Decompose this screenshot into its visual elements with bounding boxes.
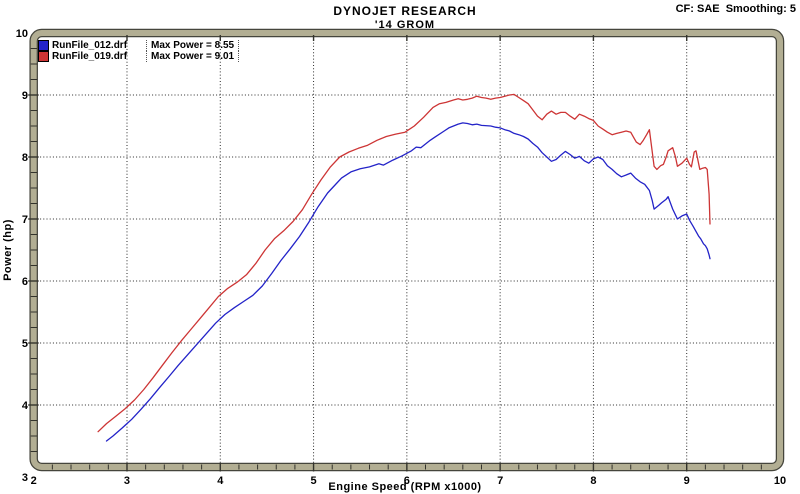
grid-layer: [36, 36, 777, 464]
power-curve-0: [105, 122, 711, 442]
x-tick-label: 10: [773, 475, 787, 487]
curves-layer: [97, 93, 711, 442]
x-tick-label: 7: [497, 475, 504, 487]
series-color-swatch-icon: [38, 40, 49, 51]
series-color-swatch-icon: [38, 51, 49, 62]
x-tick-label: 9: [683, 475, 690, 487]
chart-subtitle: '14 GROM: [374, 19, 436, 31]
y-axis-label: Power (hp): [2, 219, 14, 281]
series-max-power: Max Power = 9.01: [147, 51, 240, 62]
power-curve-1: [97, 93, 711, 433]
legend: RunFile_012.drf Max Power = 8.55 RunFile_0…: [37, 40, 240, 62]
series-name: RunFile_012.drf: [52, 40, 147, 51]
x-tick-label: 4: [217, 475, 224, 487]
y-tick-label: 6: [21, 275, 28, 288]
x-tick-label: 2: [30, 475, 37, 487]
x-axis-label: Engine Speed (RPM x1000): [328, 481, 482, 493]
y-tick-label: 9: [21, 89, 28, 102]
legend-row: RunFile_012.drf Max Power = 8.55: [37, 40, 240, 51]
y-tick-label: 3: [21, 471, 28, 484]
series-name: RunFile_019.drf: [52, 51, 147, 62]
y-tick-label: 7: [21, 213, 28, 226]
tick-marks: [28, 35, 762, 472]
x-tick-label: 6: [403, 475, 410, 487]
legend-row: RunFile_019.drf Max Power = 9.01: [37, 51, 240, 62]
y-tick-label: 4: [21, 399, 28, 412]
chart-title: DYNOJET RESEARCH: [333, 4, 477, 18]
y-tick-label: 5: [21, 337, 28, 350]
x-tick-label: 5: [310, 475, 317, 487]
series-max-power: Max Power = 8.55: [147, 40, 240, 51]
y-tick-label: 8: [21, 151, 28, 164]
x-tick-label: 8: [590, 475, 597, 487]
correction-smoothing-label: CF: SAE Smoothing: 5: [675, 3, 796, 15]
y-tick-label: 10: [15, 27, 28, 40]
x-tick-label: 3: [123, 475, 131, 487]
